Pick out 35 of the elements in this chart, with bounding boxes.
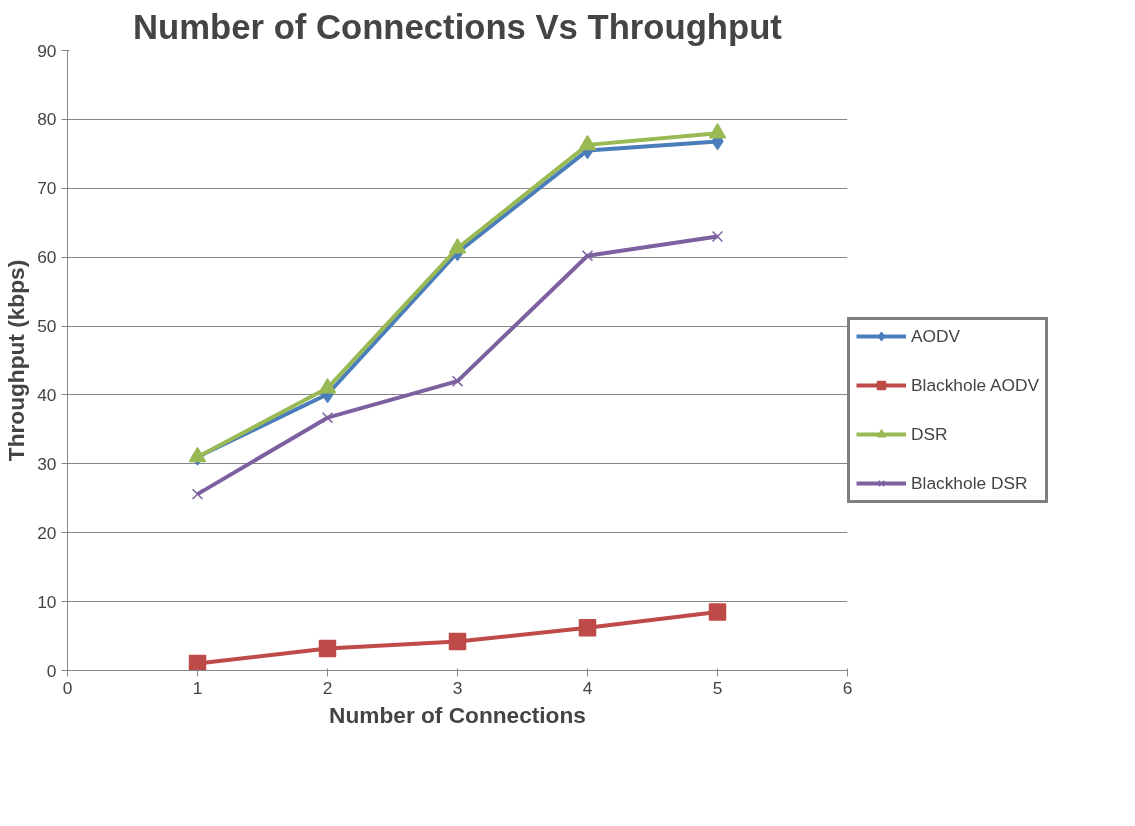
x-axis-title: Number of Connections: [329, 701, 586, 728]
y-tick-label: 70: [37, 178, 57, 199]
point: [451, 375, 464, 387]
point: [191, 488, 204, 500]
y-tick-label: 90: [37, 40, 57, 61]
x-tick-label: 5: [712, 677, 723, 698]
y-tick-label: 40: [37, 384, 57, 405]
legend-label: AODV: [911, 325, 962, 347]
y-tick-label: 30: [37, 453, 57, 474]
y-tick-label: 0: [46, 660, 57, 681]
legend-label: Blackhole DSR: [911, 472, 1028, 494]
y-tick-label: 60: [37, 247, 57, 268]
y-tick-label: 10: [37, 591, 57, 612]
y-tick-label: 80: [37, 109, 57, 130]
point: [711, 230, 724, 243]
point: [318, 639, 337, 658]
point: [188, 654, 207, 671]
y-axis-title: Throughput (kbps): [3, 259, 30, 462]
point: [318, 378, 337, 394]
legend-label: DSR: [911, 423, 949, 445]
legend-label: Blackhole AODV: [911, 374, 1040, 396]
x-tick-label: 4: [582, 677, 593, 698]
point: [708, 603, 727, 621]
x-tick-label: 1: [192, 677, 203, 698]
x-tick-label: 3: [452, 677, 463, 698]
point: [448, 632, 467, 651]
point: [581, 250, 594, 262]
y-tick-label: 50: [37, 316, 57, 337]
x-tick-label: 2: [322, 677, 333, 698]
x-tick-label: 0: [62, 677, 73, 698]
point: [321, 411, 334, 424]
y-tick-label: 20: [37, 522, 57, 543]
x-tick-label: 6: [842, 677, 853, 698]
chart-title: Number of Connections Vs Throughput: [133, 7, 783, 46]
point: [578, 619, 597, 637]
